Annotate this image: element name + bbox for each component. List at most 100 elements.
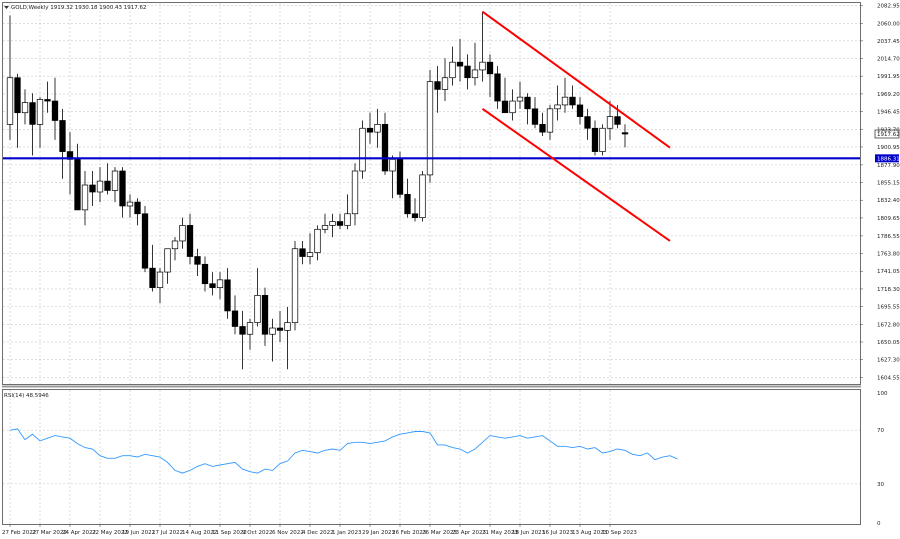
x-tick-label: 14 Aug 2022 [182,530,217,536]
y-tick-label: 1877.90 [877,163,900,169]
candle [89,171,96,206]
candle-body [74,159,81,211]
symbol-dropdown-icon[interactable] [4,6,9,9]
x-tick-label: 11 Sep 2022 [212,530,247,536]
candle [471,42,479,86]
candle [366,112,374,144]
rsi-panel [2,389,861,525]
x-tick-label: 1 Jan 2023 [332,530,362,536]
candle [261,287,269,346]
candle [501,77,509,114]
candle-body [201,263,209,285]
candle-body [509,100,516,114]
candle-body [216,279,224,288]
candle [239,310,246,370]
channel-lower-line [481,108,671,242]
current-price-tag [874,129,900,139]
candle [314,225,321,261]
y-tick-label: 1969.20 [877,92,900,98]
y-tick-label: 1627.30 [877,358,900,364]
y-tick-label: 1650.05 [877,340,900,346]
candle [584,108,591,140]
y-tick-label: 1672.80 [877,322,900,328]
candle-body [179,225,186,242]
x-tick-label: 9 Oct 2022 [242,530,273,536]
candle [494,66,501,109]
candle [29,93,36,156]
candle [201,256,209,292]
rsi-line [9,428,678,474]
candle-body [314,228,321,253]
candle [254,268,261,327]
x-tick-label: 16 Jul 2023 [542,530,574,536]
candle [576,97,584,125]
y-tick-label: 1855.15 [877,181,900,187]
candle [186,213,194,265]
x-tick-label: 23 Apr 2023 [452,530,487,536]
candle [329,213,336,238]
candle-body [396,159,404,195]
y-tick-label: 2060.00 [877,21,900,27]
candle [464,54,471,90]
candle [231,295,239,335]
candle [404,178,411,218]
candle-body [419,174,426,219]
main-panel [2,2,861,385]
candle [336,213,344,230]
y-tick-label: 1741.05 [877,269,900,275]
candle-body [299,248,306,257]
candle-body [614,116,621,125]
candle-body [434,81,441,90]
candle-body [209,283,216,288]
candle [59,108,66,179]
candle-body [321,225,329,230]
candle [621,124,629,148]
channel-upper-line [481,10,671,149]
candle-body [516,96,524,102]
x-tick-label: 18 Jun 2023 [512,530,546,536]
candle-body [269,327,276,335]
current-price-label: 1917.62 [877,132,900,138]
candle [156,268,164,304]
candle [449,46,456,86]
candle-body [284,322,291,331]
candle [291,240,299,331]
candle-body [126,201,134,207]
candle-body [119,170,126,207]
candlestick-series [6,11,629,370]
y-tick-label: 1604.55 [877,375,900,381]
x-tick-label: 6 Nov 2022 [272,530,304,536]
x-tick-label: 27 Feb 2022 [2,530,36,536]
candle-body [584,116,591,129]
y-tick-label: 1718.30 [877,287,900,293]
x-tick-label: 13 Aug 2023 [572,530,608,536]
candle-body [164,248,171,273]
candle [299,240,306,265]
x-tick-label: 10 Sep 2023 [602,530,637,536]
candle [606,101,614,140]
candle-body [44,99,51,102]
support-price-label: 1886.31 [877,156,900,162]
rsi-header: RSI(14) 48.5946 [4,393,49,399]
candle [306,233,314,265]
candle [126,194,134,218]
candle [194,248,201,276]
candle-body [59,120,66,152]
candle [426,69,434,183]
candle-body [366,127,374,133]
y-tick-label: 1832.40 [877,198,900,204]
candle [14,73,21,148]
support-price-tag [875,154,899,163]
y-tick-label: 1991.95 [877,74,900,80]
candle [441,58,449,102]
candle [276,310,284,343]
x-tick-label: 17 Jul 2022 [152,530,183,536]
candle-body [156,271,164,288]
x-tick-label: 29 Jan 2023 [362,530,395,536]
candle-body [21,102,29,114]
candle [359,120,366,179]
candle-body [351,170,359,215]
price-axis: 2082.95 2060.00 2037.45 2014.70 1991.95 1969.… [860,3,900,381]
candle-body [501,100,509,114]
candle [411,198,419,222]
